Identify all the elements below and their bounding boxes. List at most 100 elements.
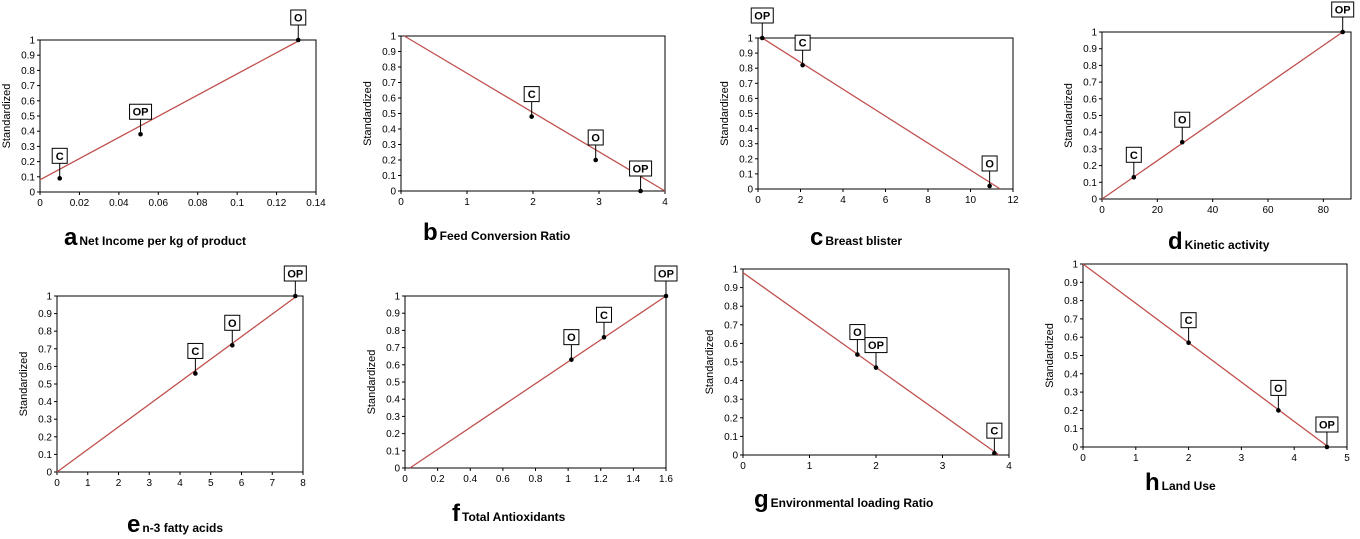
y-tick-label: 0: [732, 451, 738, 462]
y-tick-label: 0.1: [38, 450, 52, 461]
x-tick-label: 8: [925, 195, 931, 206]
data-point-o: O: [981, 155, 998, 189]
data-point-c: C: [187, 342, 204, 376]
x-tick-label: 0.02: [70, 198, 90, 209]
y-tick-label: 0.2: [1064, 406, 1078, 417]
svg-text:O: O: [1178, 115, 1187, 127]
y-tick-label: 1: [732, 265, 738, 276]
y-tick-label: 0.8: [1064, 296, 1078, 307]
svg-text:O: O: [591, 133, 600, 145]
y-tick-label: 0.6: [386, 360, 400, 371]
x-tick-label: 1: [464, 197, 470, 208]
x-tick-label: 10: [965, 195, 977, 206]
x-tick-label: 3: [146, 478, 152, 489]
data-point-o: O: [849, 324, 866, 357]
y-tick-label: 0.6: [1064, 333, 1078, 344]
y-tick-label: 0.4: [382, 125, 396, 136]
y-tick-label: 1: [747, 34, 753, 45]
y-tick-label: 0.6: [38, 362, 52, 373]
x-axis-label-d: Kinetic activity: [1184, 238, 1270, 252]
series-line: [1101, 31, 1344, 200]
x-axis-label-a: Net Income per kg of product: [79, 234, 247, 248]
x-tick-label: 1: [1133, 453, 1139, 464]
y-axis-label: Standardized: [18, 352, 30, 417]
svg-text:OP: OP: [633, 164, 649, 176]
y-tick-label: 0.4: [1083, 128, 1097, 139]
panel-letter-d: d: [1168, 228, 1183, 255]
x-tick-label: 4: [1006, 461, 1012, 472]
y-tick-label: 0.9: [21, 51, 35, 62]
y-tick-label: 0.2: [739, 154, 753, 165]
x-tick-label: 40: [1207, 205, 1219, 216]
x-tick-label: 20: [1152, 205, 1164, 216]
caption-b: b Feed Conversion Ratio: [423, 219, 570, 247]
data-point-op: OP: [864, 337, 888, 370]
x-axis-label-g: Environmental loading Ratio: [770, 496, 934, 510]
panel-letter-a: a: [64, 224, 78, 251]
y-tick-label: 0.1: [386, 446, 400, 457]
y-tick-label: 0.4: [386, 395, 400, 406]
svg-text:OP: OP: [1335, 5, 1351, 17]
data-point-c: C: [1125, 146, 1142, 180]
x-axis-label-e: n-3 fatty acids: [142, 521, 224, 535]
y-tick-label: 0.4: [38, 397, 52, 408]
y-tick-label: 0.6: [739, 94, 753, 105]
x-tick-label: 3: [596, 197, 602, 208]
plot-frame: [1082, 263, 1348, 448]
svg-text:C: C: [1185, 315, 1193, 327]
x-tick-label: 3: [940, 461, 946, 472]
x-tick-label: 1: [565, 474, 571, 485]
y-tick-label: 1: [1091, 28, 1097, 39]
caption-f: f Total Antioxidants: [452, 500, 565, 528]
svg-text:O: O: [1274, 383, 1283, 395]
y-tick-label: 0.2: [21, 157, 35, 168]
x-axis-label-f: Total Antioxidants: [462, 510, 566, 524]
data-point-c: C: [986, 422, 1003, 456]
x-tick-label: 60: [1262, 205, 1274, 216]
panel-letter-g: g: [754, 486, 769, 513]
y-tick-label: 0: [394, 464, 400, 475]
y-tick-label: 0.3: [739, 139, 753, 150]
y-tick-label: 0.3: [38, 415, 52, 426]
x-tick-label: 4: [177, 478, 183, 489]
y-axis-label: Standardized: [704, 330, 716, 395]
caption-e: e n-3 fatty acids: [127, 511, 223, 539]
data-point-o: O: [587, 129, 604, 163]
x-tick-label: 1: [807, 461, 813, 472]
x-tick-label: 2: [798, 195, 804, 206]
y-tick-label: 0.9: [38, 309, 52, 320]
x-tick-label: 0: [54, 478, 60, 489]
y-tick-label: 0.9: [382, 47, 396, 58]
y-tick-label: 0.5: [1083, 111, 1097, 122]
y-tick-label: 0.8: [386, 326, 400, 337]
y-tick-label: 0.3: [1064, 388, 1078, 399]
y-tick-label: 0.2: [1083, 161, 1097, 172]
panel-letter-e: e: [127, 511, 141, 538]
data-point-op: OP: [283, 265, 307, 299]
y-tick-label: 0: [747, 185, 753, 196]
y-tick-label: 0.1: [382, 171, 396, 182]
y-tick-label: 0.2: [382, 156, 396, 167]
y-tick-label: 0.3: [1083, 144, 1097, 155]
y-tick-label: 0.8: [38, 327, 52, 338]
series-line: [403, 35, 666, 192]
series-line: [39, 39, 301, 181]
data-point-c: C: [51, 147, 68, 181]
x-tick-label: 2: [1186, 453, 1192, 464]
series-line: [56, 295, 298, 473]
data-point-c: C: [794, 34, 811, 68]
y-tick-label: 0.2: [386, 429, 400, 440]
x-tick-label: 0: [37, 198, 43, 209]
y-tick-label: 0.1: [1083, 178, 1097, 189]
x-tick-label: 3: [1239, 453, 1245, 464]
x-tick-label: 1.2: [594, 474, 608, 485]
x-tick-label: 4: [1291, 453, 1297, 464]
svg-text:O: O: [294, 13, 303, 25]
svg-text:O: O: [228, 318, 237, 330]
panel-letter-b: b: [423, 219, 438, 246]
y-tick-label: 0.3: [386, 412, 400, 423]
